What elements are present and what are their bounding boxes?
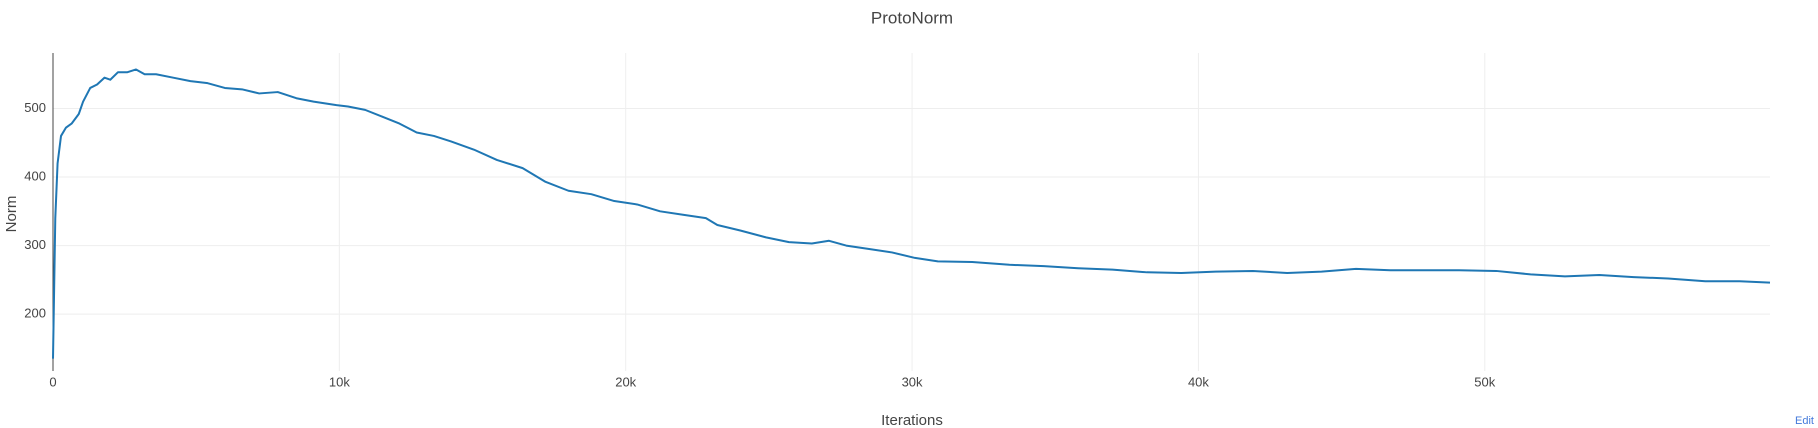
edit-link[interactable]: Edit (1795, 415, 1814, 427)
y-tick-label: 200 (24, 306, 46, 321)
y-tick-label: 400 (24, 168, 46, 183)
x-tick-label: 10k (329, 374, 350, 389)
chart-title: ProtoNorm (871, 8, 953, 27)
y-tick-label: 300 (24, 237, 46, 252)
x-tick-label: 50k (1474, 374, 1495, 389)
x-tick-label: 30k (902, 374, 923, 389)
x-axis-label: Iterations (881, 412, 943, 428)
y-tick-label: 500 (24, 100, 46, 115)
x-tick-label: 0 (49, 374, 56, 389)
x-tick-label: 40k (1188, 374, 1209, 389)
x-tick-label: 20k (615, 374, 636, 389)
data-line (52, 68, 1771, 359)
y-axis-label: Norm (3, 196, 20, 233)
